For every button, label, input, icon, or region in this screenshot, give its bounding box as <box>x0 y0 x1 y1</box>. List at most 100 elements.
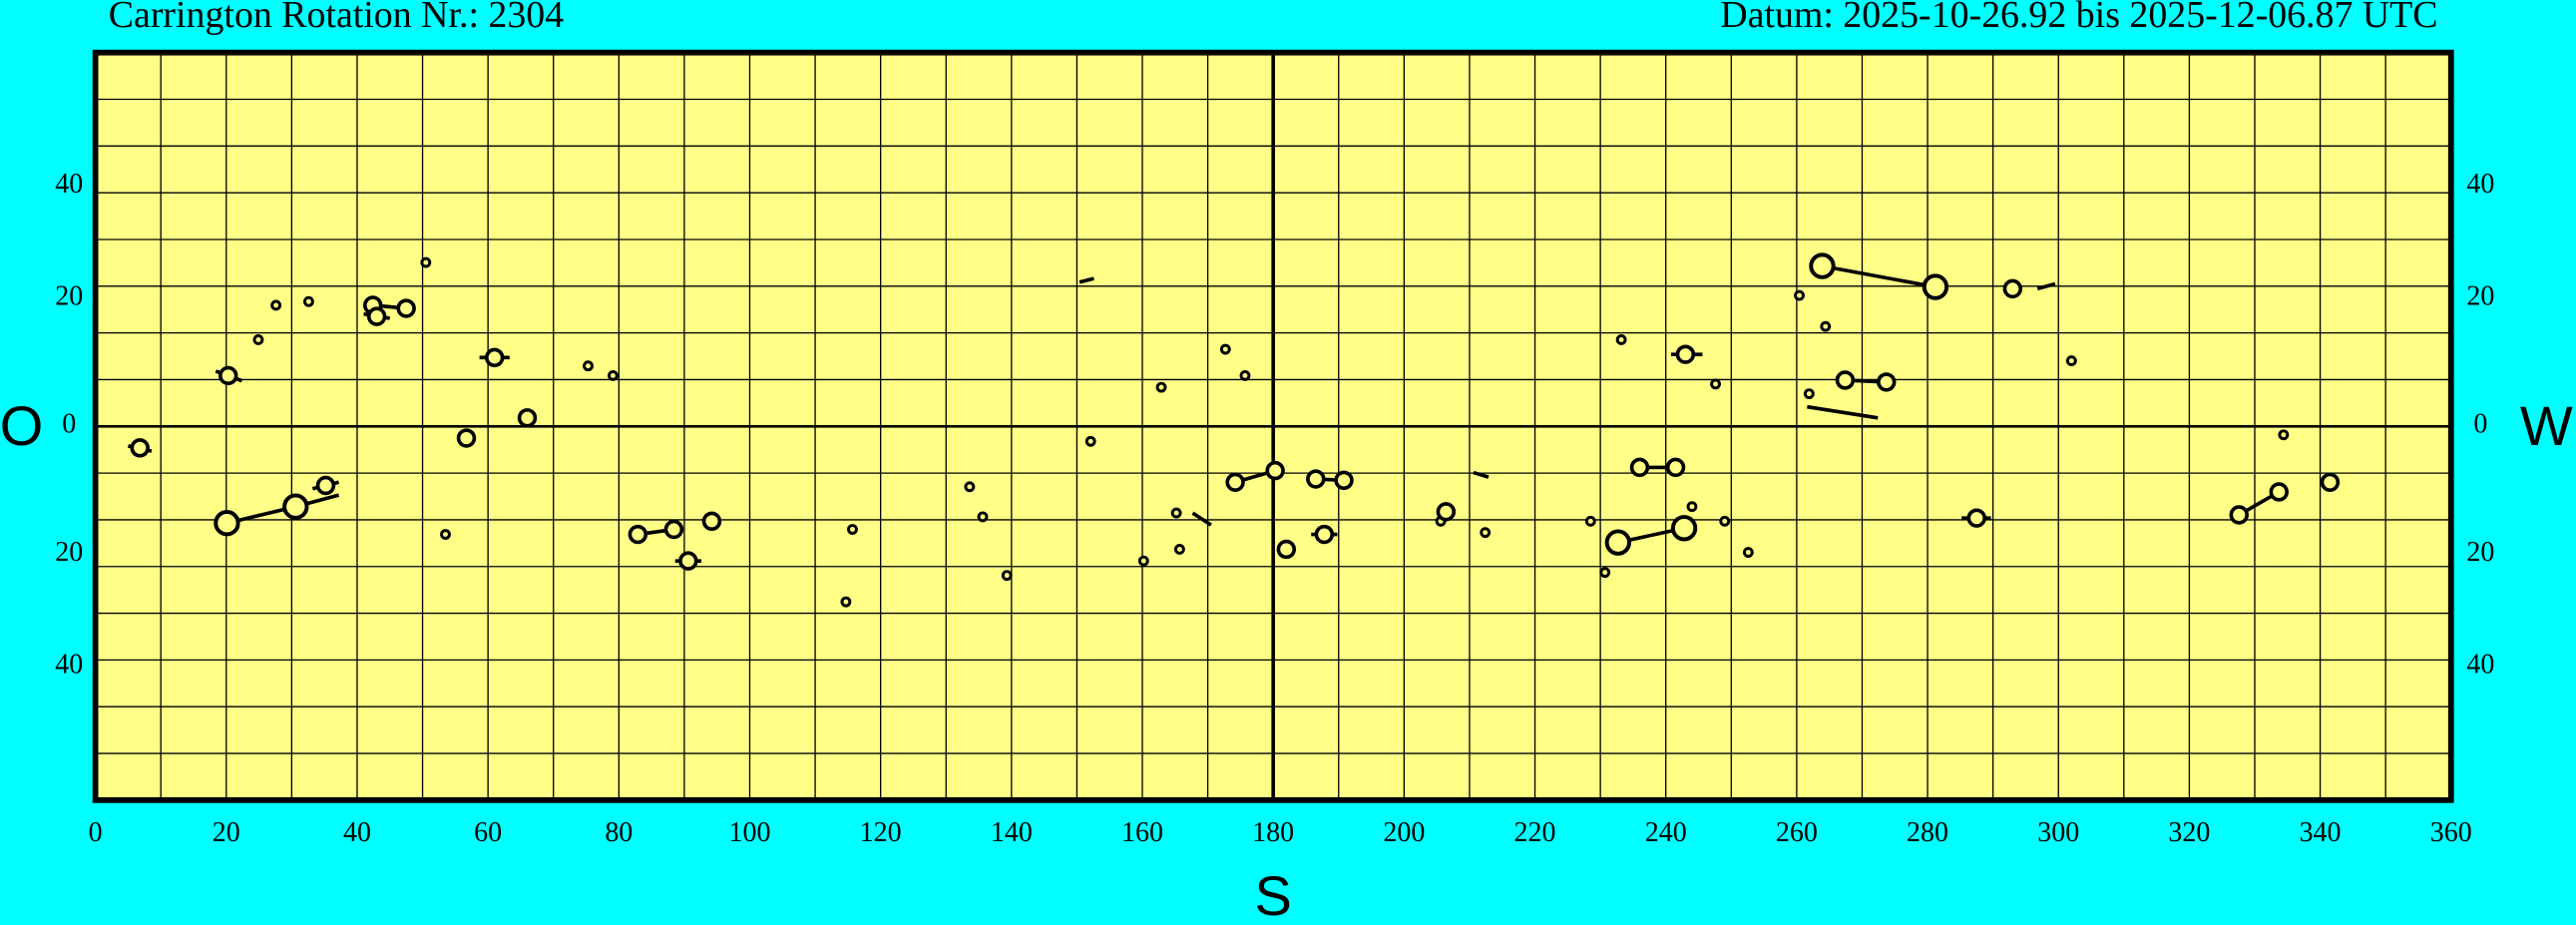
spot-circle <box>2229 505 2249 525</box>
spot-dot <box>1155 381 1167 393</box>
spot-dot <box>1584 515 1596 527</box>
spot-circle <box>456 428 477 448</box>
spot-circle <box>663 519 684 540</box>
spot-circle <box>366 306 387 326</box>
y-tick-label-right: 20 <box>2466 537 2494 568</box>
spot-dot <box>1239 370 1251 381</box>
spot-circle <box>1436 502 1457 522</box>
x-tick-label: 80 <box>605 817 633 848</box>
spot-dot <box>1001 570 1013 582</box>
spot-circle <box>517 408 538 428</box>
spot-circle <box>315 475 336 496</box>
spot-circle <box>1334 470 1354 491</box>
spot-circle <box>2002 278 2023 299</box>
spot-dot <box>583 360 594 372</box>
spot-circle <box>1629 457 1650 478</box>
spot-dot <box>1084 435 1096 447</box>
group-segment <box>1822 263 1936 289</box>
west-label: W <box>2520 394 2573 457</box>
x-tick-label: 300 <box>2037 817 2079 848</box>
group-segment <box>1078 276 1094 284</box>
spot-dot <box>1137 555 1149 567</box>
y-tick-label: 0 <box>62 409 76 440</box>
chart-title-left: Carrington Rotation Nr.: 2304 <box>109 0 564 36</box>
x-tick-label: 200 <box>1383 817 1425 848</box>
spot-dot <box>1173 544 1185 555</box>
spot-circle <box>1877 372 1897 392</box>
y-tick-label: 20 <box>55 537 83 568</box>
x-tick-label: 340 <box>2300 817 2342 848</box>
spot-circle <box>1306 469 1326 489</box>
spot-dot <box>1599 567 1611 579</box>
x-tick-label: 320 <box>2168 817 2210 848</box>
group-segment <box>1473 470 1490 479</box>
spot-circle <box>218 365 238 386</box>
spot-circle <box>1835 370 1856 390</box>
spot-circle <box>1665 457 1686 478</box>
spot-dot <box>1480 527 1492 539</box>
spot-large-circle <box>1922 273 1949 300</box>
spot-dot <box>270 299 282 311</box>
x-tick-label: 280 <box>1907 817 1948 848</box>
y-tick-label-right: 40 <box>2466 649 2494 680</box>
spot-dot <box>440 529 451 540</box>
group-segment <box>1191 511 1212 527</box>
spot-dot <box>252 334 264 345</box>
east-label: O <box>0 394 43 457</box>
x-tick-label: 100 <box>728 817 770 848</box>
spot-dot <box>1820 320 1832 332</box>
spot-circle <box>1276 539 1297 560</box>
y-tick-label-right: 40 <box>2466 169 2494 200</box>
y-tick-label-right: 0 <box>2473 409 2487 440</box>
spot-circle <box>396 298 416 318</box>
spot-circle <box>701 511 722 532</box>
spot-circle <box>2320 472 2341 493</box>
spot-circle <box>484 347 505 368</box>
spot-large-circle <box>282 493 309 520</box>
y-tick-label-right: 20 <box>2466 281 2494 312</box>
spot-dot <box>1803 388 1815 400</box>
spot-circle <box>1675 344 1696 364</box>
spot-dot <box>1719 515 1731 527</box>
spot-dot <box>847 524 858 535</box>
x-tick-label: 140 <box>991 817 1033 848</box>
group-segment <box>2036 281 2056 291</box>
spot-dot <box>420 256 432 268</box>
spot-large-circle <box>1604 529 1631 556</box>
spot-dot <box>964 481 976 493</box>
x-tick-label: 120 <box>860 817 902 848</box>
x-tick-label: 0 <box>89 817 103 848</box>
spot-dot <box>302 295 314 307</box>
spot-dot <box>1710 378 1721 390</box>
spot-dot <box>1615 334 1627 345</box>
chart-title-right: Datum: 2025-10-26.92 bis 2025-12-06.87 U… <box>1720 0 2437 36</box>
spot-dot <box>607 370 619 381</box>
y-tick-label: 20 <box>55 281 83 312</box>
x-tick-label: 160 <box>1121 817 1163 848</box>
x-tick-label: 220 <box>1514 817 1556 848</box>
x-tick-label: 40 <box>343 817 371 848</box>
x-tick-label: 20 <box>213 817 240 848</box>
spot-circle <box>2269 482 2289 502</box>
x-tick-label: 360 <box>2430 817 2472 848</box>
spot-circle <box>1966 508 1986 528</box>
spot-circle <box>628 524 648 545</box>
x-tick-label: 180 <box>1252 817 1294 848</box>
group-segment <box>1807 404 1879 420</box>
spot-dot <box>2065 355 2077 367</box>
spot-circle <box>678 551 698 571</box>
spot-dot <box>840 596 852 608</box>
spot-large-circle <box>1809 252 1836 279</box>
spot-large-circle <box>214 510 240 537</box>
spot-dot <box>2278 429 2290 441</box>
spot-dot <box>977 511 989 523</box>
spot-circle <box>1265 460 1285 481</box>
x-tick-label: 240 <box>1645 817 1687 848</box>
spot-large-circle <box>1670 515 1698 542</box>
spot-circle <box>1314 524 1335 545</box>
y-tick-label: 40 <box>55 169 83 200</box>
south-label: S <box>1255 864 1292 925</box>
spot-circle <box>130 438 150 458</box>
